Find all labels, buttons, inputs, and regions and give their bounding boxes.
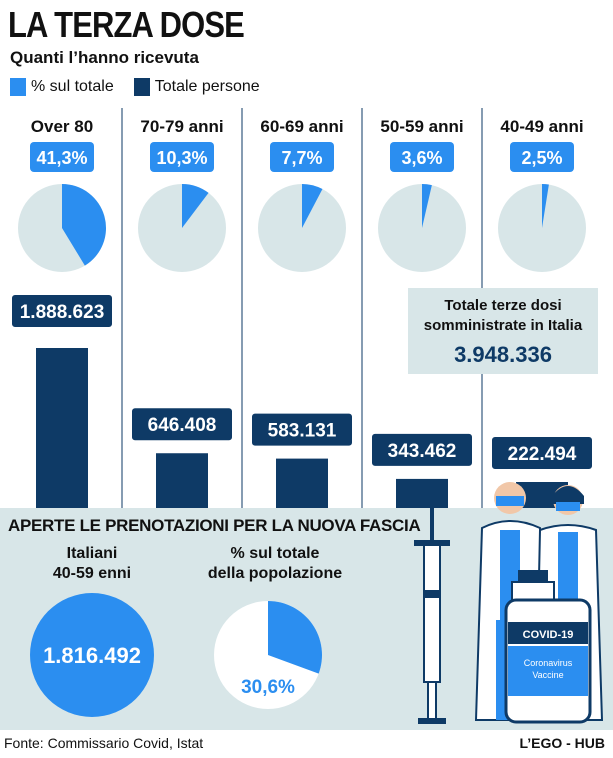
value-label: 583.131 [268, 421, 337, 442]
pie-slice [422, 184, 432, 228]
italiani-label-line2: 40-59 enni [52, 565, 132, 582]
category-label: 40-49 anni [500, 117, 583, 136]
category-label: Over 80 [31, 117, 93, 136]
italiani-label: Italiani 40-59 enni [22, 544, 162, 584]
legend: % sul totale Totale persone [10, 78, 280, 96]
vial-sub-1: Coronavirus [524, 658, 573, 668]
value-label: 1.888.623 [20, 302, 105, 323]
age-group-chart: Over 80 41,3% 1.888.623 70-79 anni 10,3% 646.… [10, 108, 594, 508]
pie-slice [302, 184, 323, 228]
legend-swatch-total [133, 78, 150, 96]
percent-badge [30, 142, 94, 172]
pie-slice [62, 184, 107, 266]
category-label: 60-69 anni [260, 117, 343, 136]
percent-label: 2,5% [521, 148, 562, 168]
legend-swatch-percent [10, 78, 26, 96]
legend-label-percent: % sul totale [31, 78, 114, 95]
vial-label: COVID-19 [523, 629, 574, 641]
legend-label-total: Totale persone [154, 78, 260, 95]
pie-slice [182, 184, 209, 228]
source-note: Fonte: Commissario Covid, Istat [4, 735, 204, 751]
vaccine-illustration: COVID-19 Coronavirus Vaccine [414, 482, 604, 724]
syringe-icon [414, 500, 450, 724]
total-doses-value: 3.948.336 [454, 342, 552, 367]
bar [396, 478, 448, 508]
page-subtitle: Quanti l’hanno ricevuta [10, 48, 199, 67]
bar [276, 458, 328, 508]
total-doses-label: Totale terze dosi somministrate in Itali… [423, 297, 583, 334]
population-percent-label: % sul totale della popolazione [190, 544, 360, 584]
value-badge [370, 431, 474, 468]
vaccine-vial-icon: COVID-19 Coronavirus Vaccine [504, 570, 592, 724]
page-title: LA TERZA DOSE [8, 4, 245, 45]
percent-label: 3,6% [401, 148, 442, 168]
category-label: 50-59 anni [380, 117, 463, 136]
value-label: 646.408 [148, 415, 217, 436]
bar [156, 453, 208, 508]
percent-badge [270, 142, 334, 172]
percent-label: 41,3% [36, 148, 87, 168]
vial-sub-2: Vaccine [532, 670, 563, 680]
booking-title: APERTE LE PRENOTAZIONI PER LA NUOVA FASC… [8, 516, 421, 535]
category-label: 70-79 anni [140, 117, 223, 136]
population-percent-label-line1: % sul totale [230, 545, 320, 562]
percent-badge [390, 142, 454, 172]
percent-badge [510, 142, 574, 172]
value-badge [490, 435, 594, 471]
value-label: 222.494 [508, 444, 577, 465]
value-badge [130, 406, 234, 443]
percent-label: 10,3% [156, 148, 207, 168]
percent-label: 7,7% [281, 148, 322, 168]
brand-credit: L’EGO - HUB [519, 735, 605, 751]
percent-badge [150, 142, 214, 172]
legend-item-total: Totale persone [133, 78, 260, 96]
pie-slice [542, 184, 549, 228]
value-badge [250, 411, 354, 448]
bar [36, 348, 88, 508]
population-percent-label-line2: della popolazione [207, 565, 343, 582]
value-label: 343.462 [388, 441, 457, 462]
italiani-label-line1: Italiani [66, 545, 118, 562]
legend-item-percent: % sul totale [10, 78, 114, 96]
value-badge [10, 293, 114, 329]
total-doses-box: Totale terze dosi somministrate in Itali… [408, 288, 598, 374]
